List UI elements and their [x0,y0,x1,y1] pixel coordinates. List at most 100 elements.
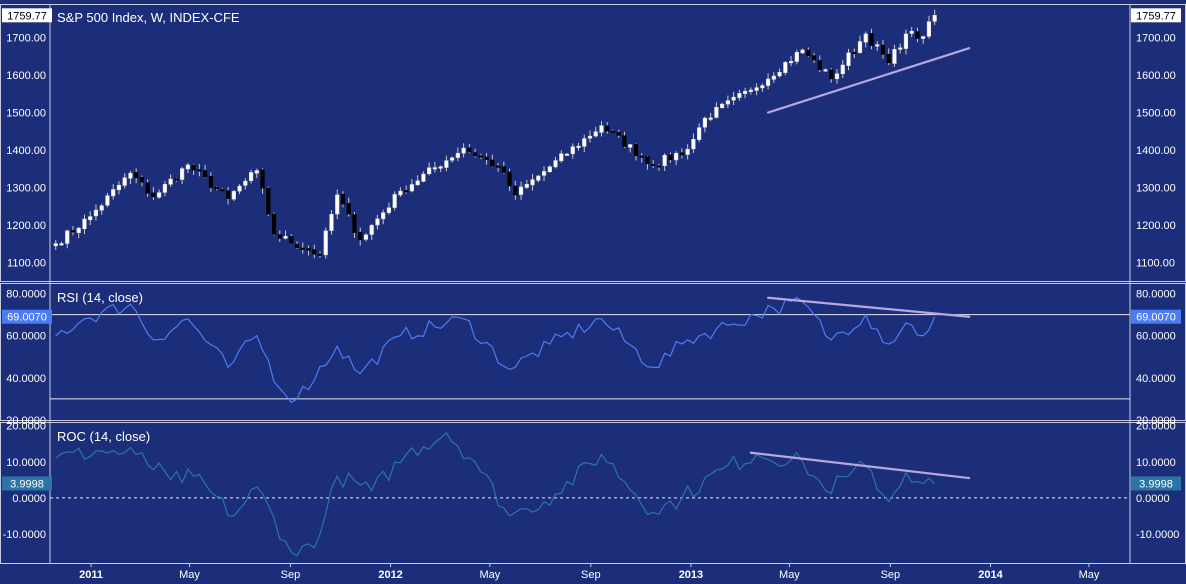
candle-up [737,93,742,98]
roc-line [55,431,936,557]
candle-up [518,186,524,195]
candle-up [921,36,926,39]
candle-up [432,167,437,170]
candle-up [369,225,374,235]
candle-down [507,171,512,187]
candle-down [651,163,656,166]
y-tick-label-left: 1300.00 [6,182,46,194]
candle-up [840,64,845,75]
y-tick-label-right: 20.0000 [1136,421,1176,433]
candle-up [329,214,334,231]
candle-down [266,187,271,215]
candle-down [668,154,673,160]
candle-up [524,184,529,188]
candle-down [829,69,834,80]
panel-title-2: ROC (14, close) [57,429,150,444]
candle-up [157,192,162,198]
y-tick-label-right: 60.0000 [1136,331,1176,343]
x-tick-label: Sep [881,569,901,581]
panel-title-0: S&P 500 Index, W, INDEX-CFE [57,10,240,25]
candle-down [294,243,300,248]
candle-down [208,175,213,188]
candle-up [570,146,575,155]
candle-down [352,214,357,233]
trendline-0[interactable] [766,47,971,114]
last-value-text: 3.9998 [10,478,44,490]
y-tick-label-left: 20.0000 [6,415,46,427]
candle-up [628,144,633,148]
candle-up [760,85,765,89]
candle-up [823,69,828,72]
candle-down [915,31,920,39]
candle-down [404,190,409,193]
candle-up [794,52,799,62]
candlestick-series [53,9,937,259]
candle-up [691,138,696,150]
candle-up [421,173,426,182]
candle-up [553,160,558,168]
candle-down [633,143,639,156]
y-tick-label-right: 1600.00 [1136,70,1176,82]
last-value-badge-right [1131,8,1181,23]
y-tick-label-left: 80.0000 [6,289,46,301]
candle-up [438,166,443,169]
candle-down [197,169,202,172]
candle-down [605,125,610,132]
candle-up [530,179,535,186]
candle-down [260,169,265,189]
y-tick-label-right: 1700.00 [1136,33,1176,45]
candle-down [639,155,644,158]
candle-up [754,87,759,91]
candle-up [392,194,397,208]
panel-title-1: RSI (14, close) [57,290,143,305]
trendline-1[interactable] [766,296,971,318]
y-tick-label-left: 0.0000 [12,493,46,505]
candle-down [616,132,621,136]
candle-down [852,51,857,55]
candle-down [679,152,684,156]
candle-down [811,55,817,61]
panel-frame-0 [0,4,1186,282]
candle-down [145,182,150,194]
last-value-text: 69.0070 [7,312,47,324]
candle-down [496,165,501,168]
candle-up [111,189,116,197]
candle-down [139,176,144,183]
candle-up [909,30,914,34]
trendline-2[interactable] [749,451,971,480]
candle-up [903,33,909,49]
candle-down [484,156,489,160]
candle-up [59,243,64,246]
candle-up [766,78,771,86]
candle-down [513,185,518,196]
last-value-badge-right [1131,476,1181,491]
candle-up [323,230,328,256]
candle-up [128,172,133,179]
candle-up [834,73,840,80]
y-tick-label-left: 40.0000 [6,373,46,385]
candle-up [702,117,707,128]
last-value-badge-right [1131,309,1181,324]
x-tick-label: 2011 [79,569,103,581]
candle-up [720,103,725,109]
candle-up [875,44,880,47]
last-value-text: 1759.77 [7,10,47,22]
candle-up [444,160,449,168]
candle-down [478,155,483,158]
candle-up [415,180,420,186]
candle-down [220,189,225,192]
candle-down [467,147,472,153]
candle-up [863,33,868,43]
y-tick-label-left: 1100.00 [7,257,46,269]
candle-up [461,147,466,154]
candle-up [541,171,547,176]
candle-down [203,170,208,177]
candle-up [398,190,403,196]
candle-up [99,205,104,211]
candle-down [622,135,627,147]
x-tick-label: May [179,569,200,581]
candle-up [697,127,702,140]
candle-up [800,49,805,54]
